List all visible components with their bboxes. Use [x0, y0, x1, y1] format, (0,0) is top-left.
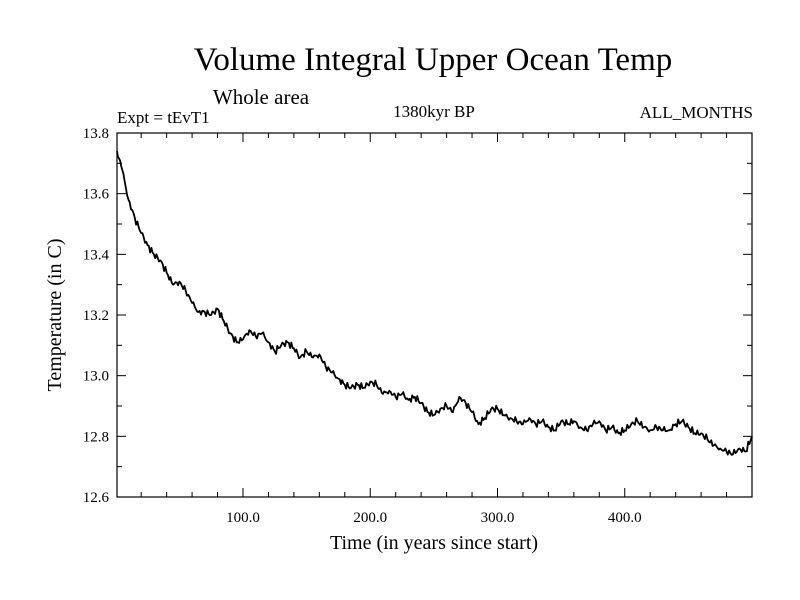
y-tick-label: 13.2	[83, 308, 109, 324]
y-tick-label: 13.4	[83, 247, 110, 263]
series-line	[116, 151, 753, 456]
plot-frame	[116, 132, 753, 498]
y-tick-label: 12.8	[83, 429, 109, 445]
x-tick-label: 400.0	[608, 510, 642, 526]
y-tick-label: 12.6	[83, 490, 110, 506]
y-tick-label: 13.6	[83, 187, 110, 203]
x-axis: 100.0 200.0 300.0 400.0	[140, 133, 728, 526]
x-tick-label: 200.0	[353, 510, 387, 526]
months-label: ALL_MONTHS	[640, 103, 753, 122]
experiment-label: Expt = tEvT1	[117, 108, 210, 127]
y-axis: 12.6 12.8 13.0 13.2 13.4 13.6 13.8	[83, 126, 752, 506]
x-axis-label: Time (in years since start)	[330, 532, 538, 554]
y-tick-label: 13.0	[83, 369, 109, 385]
chart-subtitle: Whole area	[213, 85, 310, 109]
y-axis-label: Temperature (in C)	[44, 239, 66, 392]
x-tick-label: 300.0	[481, 510, 515, 526]
y-tick-label: 13.8	[83, 126, 109, 142]
x-tick-label: 100.0	[226, 510, 260, 526]
chart-title: Volume Integral Upper Ocean Temp	[194, 42, 672, 78]
period-label: 1380kyr BP	[393, 102, 475, 121]
